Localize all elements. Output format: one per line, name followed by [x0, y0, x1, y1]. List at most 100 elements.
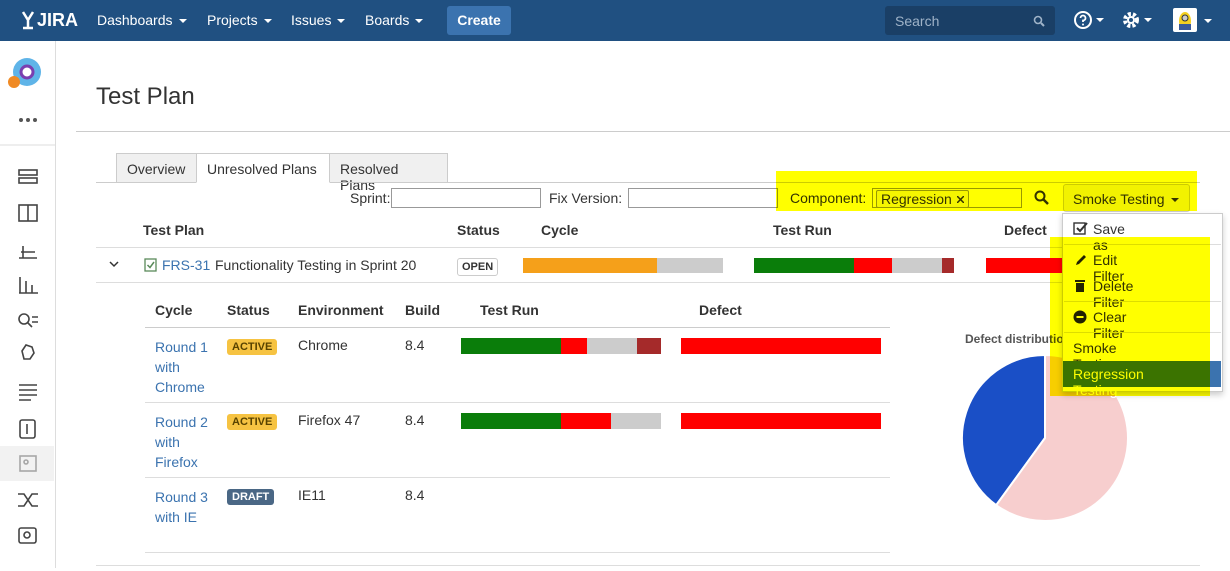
cycle-link[interactable]: Round 2 with Firefox	[155, 414, 208, 470]
menu-projects[interactable]: Projects	[207, 12, 272, 28]
bar-segment	[561, 413, 611, 429]
save-icon	[1073, 222, 1088, 235]
status-badge: OPEN	[457, 258, 499, 276]
component-input[interactable]: Regression	[872, 188, 1022, 208]
row-line	[145, 477, 890, 478]
sidebar-icons	[0, 58, 55, 544]
column-header: Defect	[1004, 222, 1047, 238]
bar-segment	[681, 413, 881, 429]
clear-icon	[1073, 310, 1087, 324]
column-header: Cycle	[541, 222, 579, 238]
row-line	[96, 247, 1200, 248]
menu-label: Boards	[365, 12, 410, 28]
saved-filter-button[interactable]: Smoke Testing	[1063, 184, 1190, 212]
filter-search-button[interactable]	[1034, 190, 1050, 206]
logo-icon	[21, 11, 35, 30]
status-badge: DRAFT	[227, 489, 275, 505]
bar-segment	[681, 338, 881, 354]
build: 8.4	[405, 412, 425, 428]
row-line	[145, 327, 890, 328]
column-header: Status	[457, 222, 500, 238]
menu-label: Dashboards	[97, 12, 173, 28]
component-label: Component:	[790, 190, 867, 206]
pie-title: Defect distribution	[965, 332, 1072, 346]
pie-chart	[961, 353, 1129, 522]
sprint-input[interactable]	[391, 188, 541, 208]
column-header: Environment	[298, 302, 384, 318]
bar-segment	[587, 338, 637, 354]
bar-segment	[657, 258, 723, 273]
bar-segment	[523, 258, 657, 273]
menu-item[interactable]: Clear Filter	[1093, 309, 1127, 341]
bar-segment	[461, 338, 561, 354]
column-header: Test Plan	[143, 222, 205, 238]
search-placeholder: Search	[895, 13, 940, 29]
cycle-link[interactable]: Round 3 with IE	[155, 489, 208, 525]
tab[interactable]: Overview	[116, 153, 197, 183]
tab-line	[96, 182, 1200, 183]
fix-version-input[interactable]	[628, 188, 778, 208]
settings-icon[interactable]	[1122, 11, 1154, 31]
tab[interactable]: Resolved Plans	[329, 153, 448, 193]
component-tag[interactable]: Regression	[876, 190, 969, 208]
bar-segment	[942, 258, 954, 273]
row-line	[96, 282, 1200, 283]
row-line	[145, 552, 890, 553]
cycle-link[interactable]: Round 1 with Chrome	[155, 339, 208, 395]
search-icon	[1033, 15, 1045, 27]
sprint-label: Sprint:	[350, 190, 391, 206]
column-header: Test Run	[480, 302, 539, 318]
menu-separator	[1064, 332, 1221, 333]
environment: Firefox 47	[298, 412, 361, 428]
column-header: Status	[227, 302, 270, 318]
environment: IE11	[298, 487, 326, 503]
menu-item[interactable]: Delete Filter	[1093, 278, 1134, 310]
menu-separator	[1064, 244, 1221, 245]
column-header: Cycle	[155, 302, 193, 318]
status-badge: ACTIVE	[227, 339, 278, 355]
build: 8.4	[405, 487, 425, 503]
column-header: Build	[405, 302, 440, 318]
menu-item[interactable]: Save as	[1093, 221, 1125, 253]
tab-active[interactable]: Unresolved Plans	[196, 153, 330, 183]
test-plan-icon	[144, 258, 157, 272]
column-header: Test Run	[773, 222, 832, 238]
bar-segment	[637, 338, 661, 354]
page-title: Test Plan	[96, 83, 195, 110]
menu-label: Issues	[291, 12, 332, 28]
menu-issues[interactable]: Issues	[291, 12, 346, 28]
menu-dashboards[interactable]: Dashboards	[97, 12, 187, 28]
bar-segment	[611, 413, 661, 429]
menu-item[interactable]: Regression Testing	[1073, 366, 1144, 398]
top-nav: JIRA Dashboards Projects Issues Boards C…	[0, 0, 1230, 41]
bar-segment	[561, 338, 587, 354]
bar-segment	[461, 413, 561, 429]
row-line	[96, 565, 1200, 566]
environment: Chrome	[298, 337, 348, 353]
tag-label: Regression	[881, 191, 952, 207]
tag-remove[interactable]	[956, 196, 964, 203]
logo[interactable]: JIRA	[37, 10, 79, 30]
menu-boards[interactable]: Boards	[365, 12, 424, 28]
status-badge: ACTIVE	[227, 414, 278, 430]
divider	[76, 131, 1230, 132]
bar-segment	[754, 258, 854, 273]
delete-icon	[1075, 280, 1085, 292]
fix-version-label: Fix Version:	[549, 190, 623, 206]
issue-key[interactable]: FRS-31	[162, 257, 211, 273]
pie-slice	[961, 353, 1046, 507]
row-line	[145, 402, 890, 403]
sidebar	[0, 41, 56, 568]
help-icon[interactable]	[1074, 11, 1106, 31]
bar-segment	[892, 258, 942, 273]
menu-separator	[1064, 301, 1221, 302]
bar-segment	[854, 258, 892, 273]
build: 8.4	[405, 337, 425, 353]
collapse-toggle[interactable]	[109, 261, 119, 269]
search-box[interactable]: Search	[885, 6, 1055, 35]
user-avatar[interactable]	[1173, 8, 1223, 34]
saved-filter-label: Smoke Testing	[1073, 191, 1165, 207]
create-button[interactable]: Create	[447, 6, 511, 35]
issue-summary: Functionality Testing in Sprint 20	[215, 257, 417, 273]
